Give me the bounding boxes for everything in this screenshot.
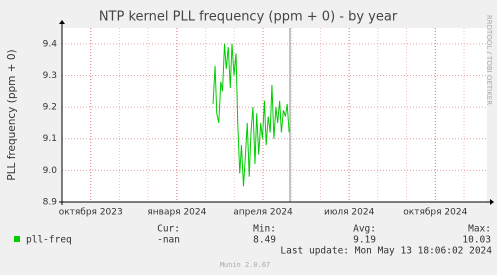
legend-label: pll-freq	[26, 235, 72, 246]
x-tick-label: октября 2023	[59, 208, 123, 218]
data-line	[212, 43, 290, 187]
x-axis-arrow	[490, 199, 494, 205]
footer: Munin 2.0.67	[220, 261, 271, 269]
summary-value: 9.19	[353, 235, 376, 246]
summary-header: Avg:	[353, 224, 376, 235]
y-tick-label: 9.0	[43, 166, 58, 176]
y-tick-label: 9.3	[43, 71, 57, 81]
y-tick-label: 8.9	[43, 198, 58, 208]
legend-swatch	[14, 236, 20, 242]
watermark: RRDTOOL / TOBI OETIKER	[485, 15, 493, 105]
x-tick-label: апреля 2024	[233, 208, 293, 218]
summary-value: -nan	[157, 235, 180, 246]
y-axis-label: PLL frequency (ppm + 0)	[6, 49, 18, 180]
chart-title: NTP kernel PLL frequency (ppm + 0) - by …	[99, 10, 398, 25]
summary-header: Max:	[468, 224, 491, 235]
x-tick-label: июля 2024	[324, 208, 375, 218]
x-tick-label: января 2024	[147, 208, 206, 218]
summary-value: 8.49	[253, 235, 276, 246]
plot-area	[62, 28, 487, 202]
y-tick-label: 9.1	[43, 134, 57, 144]
x-tick-label: октября 2024	[403, 208, 467, 218]
summary-header: Min:	[253, 224, 276, 235]
summary-value: 10.03	[462, 235, 491, 246]
y-tick-label: 9.2	[43, 103, 57, 113]
summary-header: Cur:	[157, 224, 180, 235]
last-update: Last update: Mon May 13 18:06:02 2024	[280, 246, 492, 257]
y-tick-label: 9.4	[43, 39, 58, 49]
y-axis-arrow	[59, 20, 65, 24]
